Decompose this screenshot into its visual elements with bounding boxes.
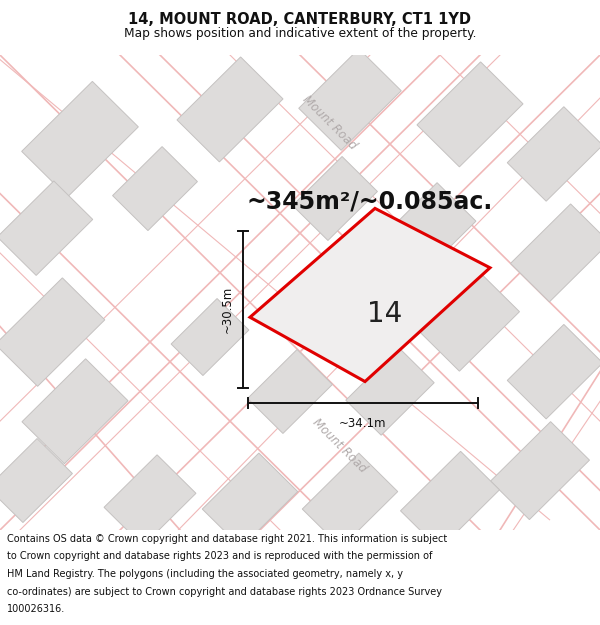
Text: 14, MOUNT ROAD, CANTERBURY, CT1 1YD: 14, MOUNT ROAD, CANTERBURY, CT1 1YD	[128, 12, 472, 27]
Polygon shape	[511, 204, 600, 302]
Polygon shape	[417, 62, 523, 167]
Text: Contains OS data © Crown copyright and database right 2021. This information is : Contains OS data © Crown copyright and d…	[7, 534, 448, 544]
Text: Mount Road: Mount Road	[301, 92, 359, 152]
Polygon shape	[177, 57, 283, 162]
Polygon shape	[104, 455, 196, 546]
Polygon shape	[384, 182, 476, 274]
Polygon shape	[0, 278, 105, 386]
Text: 14: 14	[367, 299, 403, 328]
Text: Map shows position and indicative extent of the property.: Map shows position and indicative extent…	[124, 27, 476, 39]
Polygon shape	[0, 181, 93, 276]
Polygon shape	[346, 348, 434, 435]
Polygon shape	[401, 451, 499, 549]
Polygon shape	[0, 439, 73, 522]
Text: ~30.5m: ~30.5m	[221, 286, 233, 334]
Polygon shape	[22, 81, 139, 197]
Polygon shape	[293, 156, 377, 241]
Text: co-ordinates) are subject to Crown copyright and database rights 2023 Ordnance S: co-ordinates) are subject to Crown copyr…	[7, 586, 442, 596]
Polygon shape	[421, 273, 520, 371]
Polygon shape	[250, 208, 490, 381]
Polygon shape	[113, 147, 197, 231]
Polygon shape	[491, 422, 589, 519]
Text: HM Land Registry. The polygons (including the associated geometry, namely x, y: HM Land Registry. The polygons (includin…	[7, 569, 403, 579]
Text: to Crown copyright and database rights 2023 and is reproduced with the permissio: to Crown copyright and database rights 2…	[7, 551, 433, 561]
Polygon shape	[507, 324, 600, 419]
Text: 100026316.: 100026316.	[7, 604, 65, 614]
Text: Mount Road: Mount Road	[310, 416, 370, 476]
Polygon shape	[507, 107, 600, 201]
Text: ~345m²/~0.085ac.: ~345m²/~0.085ac.	[247, 189, 493, 214]
Polygon shape	[22, 359, 128, 464]
Polygon shape	[171, 299, 249, 376]
Polygon shape	[202, 453, 298, 548]
Polygon shape	[248, 349, 332, 434]
Polygon shape	[299, 49, 401, 150]
Polygon shape	[302, 453, 398, 548]
Text: ~34.1m: ~34.1m	[339, 418, 387, 430]
